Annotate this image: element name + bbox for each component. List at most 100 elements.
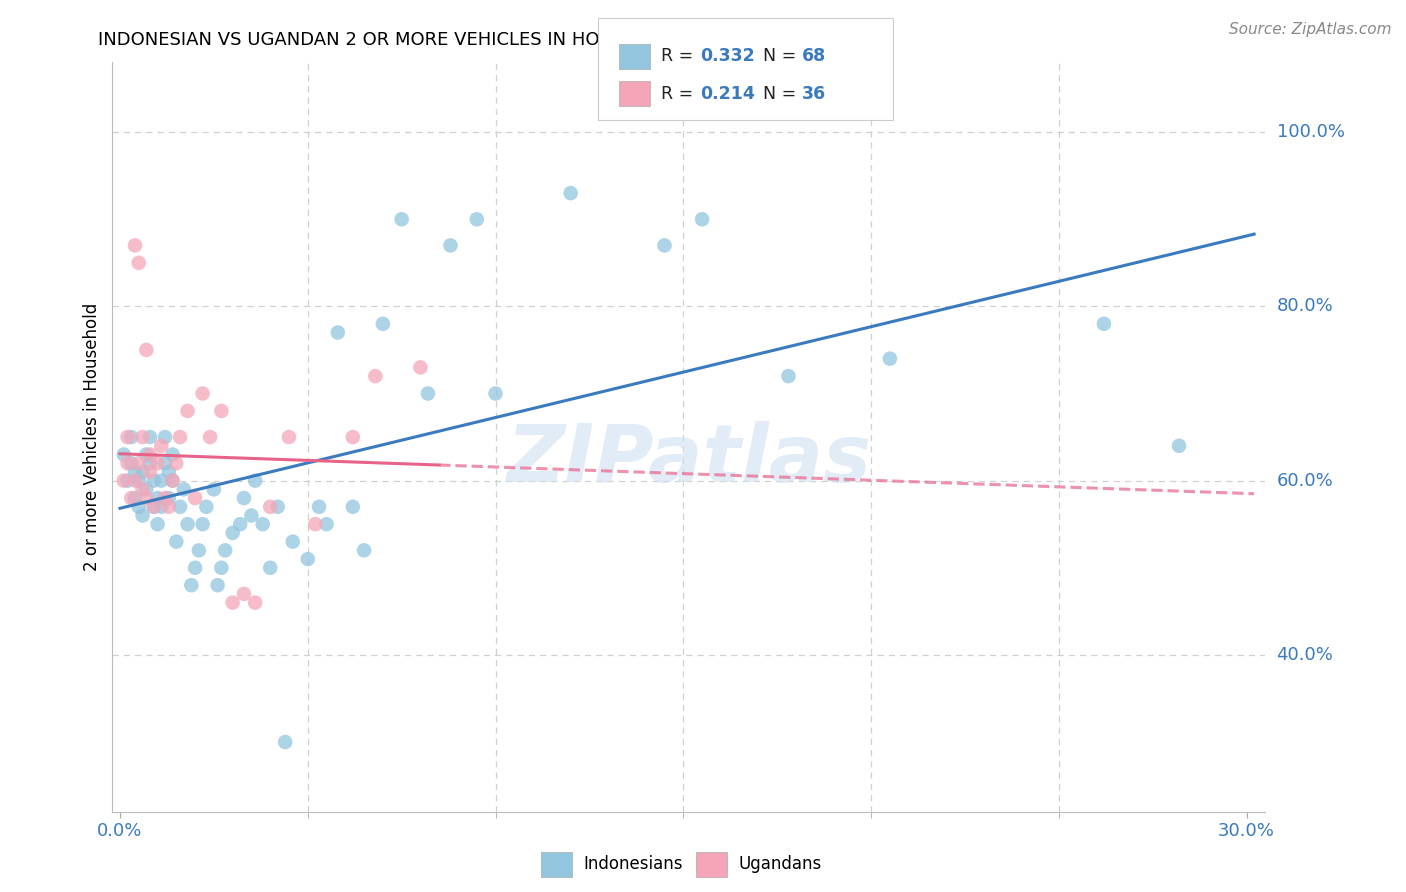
Point [131,508,153,523]
Point [879,351,901,366]
Point [146,456,169,470]
Point [326,326,349,340]
Text: R =: R = [661,85,699,103]
Point [146,491,169,505]
Point [128,500,150,514]
Point [124,465,146,479]
Text: Indonesians: Indonesians [583,855,683,873]
Point [202,483,225,497]
Point [120,456,142,470]
Point [259,561,281,575]
Point [243,596,266,610]
Point [128,474,150,488]
Point [139,465,162,479]
Text: 68: 68 [801,47,825,65]
Text: 40.0%: 40.0% [1277,646,1333,664]
Point [150,474,173,488]
Point [221,525,243,540]
Point [128,256,150,270]
Point [142,474,165,488]
Point [315,517,337,532]
Point [308,500,330,514]
Point [560,186,582,201]
Point [1168,439,1191,453]
Point [173,483,195,497]
Point [131,465,153,479]
Point [654,238,676,252]
Point [191,517,214,532]
Text: ZIPatlas: ZIPatlas [506,420,872,499]
Point [153,491,176,505]
Point [465,212,488,227]
Text: 0.214: 0.214 [700,85,755,103]
Point [120,430,142,444]
Text: R =: R = [661,47,699,65]
Text: 60.0%: 60.0% [1277,472,1333,490]
Point [142,500,165,514]
Point [198,430,221,444]
Point [157,491,180,505]
Point [176,517,198,532]
Point [150,439,173,453]
Point [371,317,394,331]
Point [162,474,184,488]
Point [162,448,184,462]
Point [209,404,232,418]
Point [112,448,135,462]
Y-axis label: 2 or more Vehicles in Household: 2 or more Vehicles in Household [83,303,101,571]
Point [353,543,375,558]
Point [778,369,800,384]
Point [690,212,713,227]
Point [187,543,209,558]
Point [128,456,150,470]
Point [281,534,304,549]
Text: 100.0%: 100.0% [1277,123,1344,141]
Point [139,430,162,444]
Point [135,491,157,505]
Point [240,508,263,523]
Point [120,491,142,505]
Point [221,596,243,610]
Text: Source: ZipAtlas.com: Source: ZipAtlas.com [1229,22,1392,37]
Point [274,735,297,749]
Point [165,456,187,470]
Point [232,491,254,505]
Point [243,474,266,488]
Point [153,430,176,444]
Point [297,552,319,566]
Point [150,500,173,514]
Point [267,500,290,514]
Point [209,561,232,575]
Point [176,404,198,418]
Point [207,578,229,592]
Point [139,456,162,470]
Point [117,456,139,470]
Point [191,386,214,401]
Point [342,500,364,514]
Point [117,430,139,444]
Point [232,587,254,601]
Point [124,238,146,252]
Text: Ugandans: Ugandans [738,855,821,873]
Point [169,500,191,514]
Point [165,534,187,549]
Point [184,561,207,575]
Point [278,430,301,444]
Point [131,483,153,497]
Point [135,343,157,357]
Point [184,491,207,505]
Text: INDONESIAN VS UGANDAN 2 OR MORE VEHICLES IN HOUSEHOLD CORRELATION CHART: INDONESIAN VS UGANDAN 2 OR MORE VEHICLES… [98,31,887,49]
Point [364,369,387,384]
Text: N =: N = [763,47,803,65]
Text: 36: 36 [801,85,825,103]
Point [124,474,146,488]
Point [169,430,191,444]
Point [195,500,218,514]
Point [139,448,162,462]
Point [153,456,176,470]
Point [157,465,180,479]
Point [304,517,326,532]
Point [439,238,461,252]
Point [259,500,281,514]
Point [229,517,252,532]
